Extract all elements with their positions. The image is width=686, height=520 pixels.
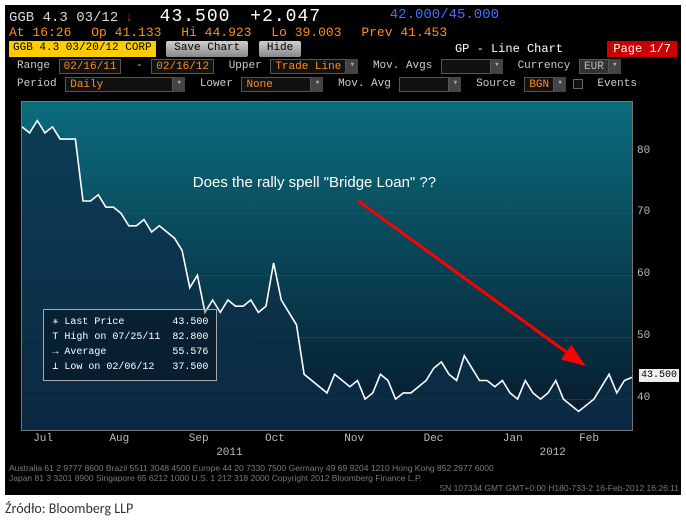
at-time: At 16:26 xyxy=(9,25,71,40)
footer-line-3: SN 107334 GMT GMT+0:00 H180-733-2 16-Feb… xyxy=(9,483,679,493)
range-label: Range xyxy=(17,59,50,74)
footer-line-1: Australia 61 2 9777 8600 Brazil 5511 304… xyxy=(9,463,679,473)
chevron-down-icon[interactable]: ▾ xyxy=(311,77,323,92)
currency-select[interactable]: EUR xyxy=(579,59,609,74)
stats-box: ✳ Last Price43.500T High on 07/25/1182.8… xyxy=(43,309,217,381)
x-axis: JulAugSepOctNovDecJanFeb20112012 xyxy=(21,433,633,463)
y-axis: 405060708043.500 xyxy=(635,101,677,431)
movavg-label: Mov. Avg xyxy=(338,77,391,92)
terminal-window: GGB 4.3 03/12 ↓ 43.500 +2.047 42.000/45.… xyxy=(5,5,681,495)
date-from-input[interactable]: 02/16/11 xyxy=(59,59,122,74)
low-price: Lo 39.003 xyxy=(271,25,341,40)
price-chart[interactable]: Does the rally spell "Bridge Loan" ??✳ L… xyxy=(21,101,633,431)
chevron-down-icon[interactable]: ▾ xyxy=(173,77,185,92)
chevron-down-icon[interactable]: ▾ xyxy=(346,59,358,74)
open-price: Op 41.133 xyxy=(91,25,161,40)
source-select[interactable]: BGN xyxy=(524,77,554,92)
day-range: 42.000/45.000 xyxy=(390,7,499,23)
symbol: GGB 4.3 03/12 xyxy=(9,10,118,26)
chevron-down-icon[interactable]: ▾ xyxy=(449,77,461,92)
footer-line-2: Japan 81 3 3201 8900 Singapore 65 6212 1… xyxy=(9,473,679,483)
controls-row-1: Range 02/16/11 - 02/16/12 Upper Trade Li… xyxy=(9,59,679,75)
source-label: Source xyxy=(476,77,516,92)
instrument-box[interactable]: GGB 4.3 03/20/12 CORP xyxy=(9,41,156,57)
chevron-down-icon[interactable]: ▾ xyxy=(609,59,621,74)
date-to-input[interactable]: 02/16/12 xyxy=(151,59,214,74)
annotation-arrow-icon xyxy=(22,102,632,430)
save-chart-button[interactable]: Save Chart xyxy=(166,41,248,57)
instrument-bar: GGB 4.3 03/20/12 CORP Save Chart Hide GP… xyxy=(9,41,679,57)
lower-select[interactable]: None xyxy=(241,77,311,92)
events-checkbox[interactable] xyxy=(573,79,583,89)
upper-label: Upper xyxy=(229,59,262,74)
period-select[interactable]: Daily xyxy=(65,77,173,92)
terminal-footer: Australia 61 2 9777 8600 Brazil 5511 304… xyxy=(9,463,679,493)
quote-line-1: GGB 4.3 03/12 ↓ 43.500 +2.047 42.000/45.… xyxy=(9,7,679,23)
events-label: Events xyxy=(597,77,637,92)
chevron-down-icon[interactable]: ▾ xyxy=(554,77,566,92)
upper-select[interactable]: Trade Line xyxy=(270,59,346,74)
movavgs-label: Mov. Avgs xyxy=(373,59,432,74)
dir-arrow-icon: ↓ xyxy=(125,10,133,26)
controls-row-2: Period Daily▾ Lower None▾ Mov. Avg ▾ Sou… xyxy=(9,77,679,93)
high-price: Hi 44.923 xyxy=(181,25,251,40)
source-caption: Źródło: Bloomberg LLP xyxy=(5,500,133,517)
price-change: +2.047 xyxy=(250,7,321,27)
quote-line-2: At 16:26 Op 41.133 Hi 44.923 Lo 39.003 P… xyxy=(9,25,679,39)
movavgs-select[interactable] xyxy=(441,59,491,74)
prev-price: Prev 41.453 xyxy=(361,25,447,40)
hide-button[interactable]: Hide xyxy=(259,41,301,57)
period-label: Period xyxy=(17,77,57,92)
page-indicator[interactable]: Page 1/7 xyxy=(607,41,677,57)
movavg-select[interactable] xyxy=(399,77,449,92)
currency-label: Currency xyxy=(518,59,571,74)
bloomberg-screenshot: GGB 4.3 03/12 ↓ 43.500 +2.047 42.000/45.… xyxy=(0,0,686,520)
chevron-down-icon[interactable]: ▾ xyxy=(491,59,503,74)
last-price: 43.500 xyxy=(160,7,231,27)
chart-mode-label: GP - Line Chart xyxy=(449,41,569,57)
dash: - xyxy=(136,59,143,74)
lower-label: Lower xyxy=(200,77,233,92)
